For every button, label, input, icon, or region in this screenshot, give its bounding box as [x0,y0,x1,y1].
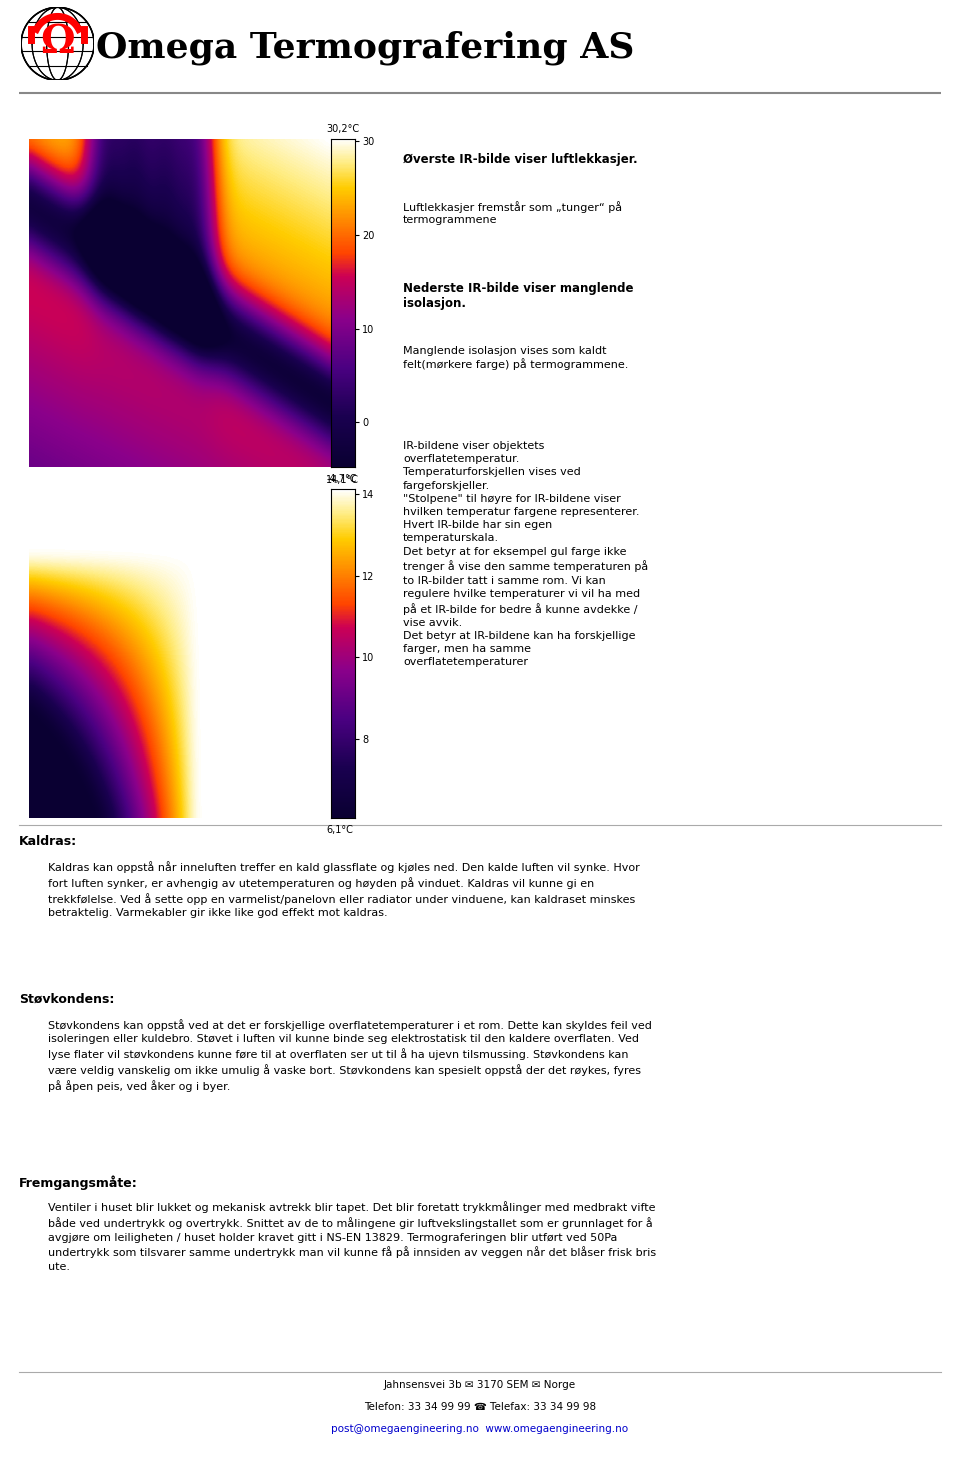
Text: Omega Termografering AS: Omega Termografering AS [96,31,635,64]
Text: Fremgangsmåte:: Fremgangsmåte: [19,1175,138,1190]
Text: Støvkondens:: Støvkondens: [19,993,114,1006]
Text: IR-bildene viser objektets
overflatetemperatur.
Temperaturforskjellen vises ved
: IR-bildene viser objektets overflatetemp… [403,441,648,667]
Text: Luftlekkasjer fremstår som „tunger“ på
termogrammene: Luftlekkasjer fremstår som „tunger“ på t… [403,201,622,225]
Text: Nederste IR-bilde viser manglende
isolasjon.: Nederste IR-bilde viser manglende isolas… [403,282,634,310]
Text: post@omegaengineering.no  www.omegaengineering.no: post@omegaengineering.no www.omegaengine… [331,1424,629,1434]
Text: Støvkondens kan oppstå ved at det er forskjellige overflatetemperaturer i et rom: Støvkondens kan oppstå ved at det er for… [48,1019,652,1092]
Text: 6,1°C: 6,1°C [326,825,353,835]
Text: Kaldras kan oppstå når inneluften treffer en kald glassflate og kjøles ned. Den : Kaldras kan oppstå når inneluften treffe… [48,861,639,918]
Text: Telefon: 33 34 99 99 ☎ Telefax: 33 34 99 98: Telefon: 33 34 99 99 ☎ Telefax: 33 34 99… [364,1402,596,1412]
Text: Manglende isolasjon vises som kaldt
felt(mørkere farge) på termogrammene.: Manglende isolasjon vises som kaldt felt… [403,346,629,369]
Text: -4,7°C: -4,7°C [326,474,357,485]
Text: Jahnsensvei 3b ✉ 3170 SEM ✉ Norge: Jahnsensvei 3b ✉ 3170 SEM ✉ Norge [384,1380,576,1390]
Text: Øverste IR-bilde viser luftlekkasjer.: Øverste IR-bilde viser luftlekkasjer. [403,153,637,166]
Text: 30,2°C: 30,2°C [326,124,360,134]
Text: Kaldras:: Kaldras: [19,835,78,848]
Text: Ω: Ω [40,23,75,61]
Text: Ventiler i huset blir lukket og mekanisk avtrekk blir tapet. Det blir foretatt t: Ventiler i huset blir lukket og mekanisk… [48,1202,656,1272]
Text: 14,1°C: 14,1°C [326,474,359,485]
